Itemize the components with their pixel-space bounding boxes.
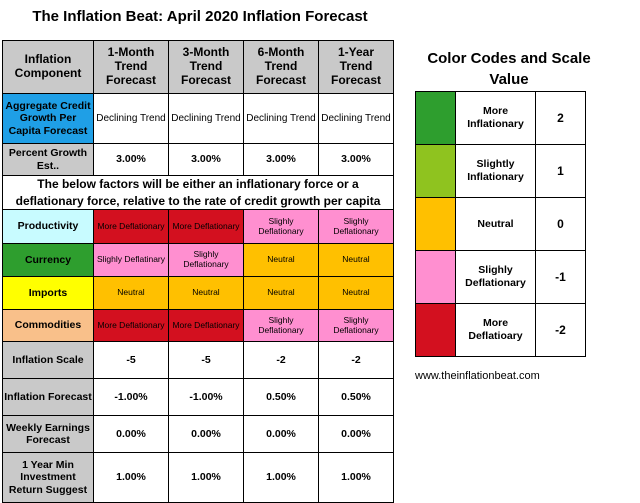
- cell-imports-6m: Neutral: [243, 276, 319, 310]
- cell-scale-6m: -2: [243, 341, 319, 379]
- legend-label: More Deflatioary: [455, 303, 536, 357]
- cell-commodities-1m: More Deflationary: [93, 309, 169, 342]
- cell-growth-1y: 3.00%: [318, 143, 394, 176]
- row-label-commodities: Commodities: [2, 309, 94, 342]
- legend-value: -1: [535, 250, 586, 304]
- cell-commodities-3m: More Deflationary: [168, 309, 244, 342]
- cell-credit-1y: Declining Trend: [318, 93, 394, 144]
- legend-value: -2: [535, 303, 586, 357]
- cell-scale-3m: -5: [168, 341, 244, 379]
- cell-return-6m: 1.00%: [243, 452, 319, 503]
- cell-credit-3m: Declining Trend: [168, 93, 244, 144]
- table-row-productivity: Productivity More Deflationary More Defl…: [2, 209, 394, 244]
- cell-earnings-1y: 0.00%: [318, 415, 394, 453]
- cell-return-1m: 1.00%: [93, 452, 169, 503]
- table-row-inflation-forecast: Inflation Forecast -1.00% -1.00% 0.50% 0…: [2, 378, 394, 416]
- legend-value: 1: [535, 144, 586, 198]
- legend-label: More Inflationary: [455, 91, 536, 145]
- cell-currency-3m: Slighly Deflationary: [168, 243, 244, 277]
- table-row-currency: Currency Slighly Deflatinary Slighly Def…: [2, 243, 394, 277]
- cell-productivity-3m: More Deflationary: [168, 209, 244, 244]
- row-label-percent-growth: Percent Growth Est..: [2, 143, 94, 176]
- cell-productivity-1y: Slighly Deflationary: [318, 209, 394, 244]
- header-6-month: 6-Month Trend Forecast: [243, 40, 319, 94]
- color-legend: More Inflationary 2 Slightly Inflationar…: [415, 91, 586, 357]
- website-link[interactable]: www.theinflationbeat.com: [415, 370, 540, 382]
- legend-value: 0: [535, 197, 586, 251]
- row-label-inflation-scale: Inflation Scale: [2, 341, 94, 379]
- table-row-credit-growth: Aggregate Credit Growth Per Capita Forec…: [2, 93, 394, 144]
- row-label-currency: Currency: [2, 243, 94, 277]
- table-row-investment-return: 1 Year Min Investment Return Suggest 1.0…: [2, 452, 394, 503]
- cell-productivity-6m: Slighly Deflationary: [243, 209, 319, 244]
- cell-currency-1m: Slighly Deflatinary: [93, 243, 169, 277]
- cell-forecast-3m: -1.00%: [168, 378, 244, 416]
- legend-title: Color Codes and Scale Value: [427, 50, 591, 88]
- legend-label: Slighly Deflationary: [455, 250, 536, 304]
- legend-swatch: [415, 250, 456, 304]
- legend-label: Slightly Inflationary: [455, 144, 536, 198]
- forecast-table: Inflation Component 1-Month Trend Foreca…: [2, 40, 394, 503]
- table-row-commodities: Commodities More Deflationary More Defla…: [2, 309, 394, 342]
- table-row-imports: Imports Neutral Neutral Neutral Neutral: [2, 276, 394, 310]
- header-3-month: 3-Month Trend Forecast: [168, 40, 244, 94]
- cell-credit-1m: Declining Trend: [93, 93, 169, 144]
- cell-forecast-1m: -1.00%: [93, 378, 169, 416]
- cell-credit-6m: Declining Trend: [243, 93, 319, 144]
- table-row-percent-growth: Percent Growth Est.. 3.00% 3.00% 3.00% 3…: [2, 143, 394, 176]
- factors-banner: The below factors will be either an infl…: [2, 175, 394, 210]
- legend-label: Neutral: [455, 197, 536, 251]
- legend-swatch: [415, 197, 456, 251]
- cell-scale-1y: -2: [318, 341, 394, 379]
- cell-imports-1m: Neutral: [93, 276, 169, 310]
- cell-earnings-3m: 0.00%: [168, 415, 244, 453]
- cell-productivity-1m: More Deflationary: [93, 209, 169, 244]
- header-component: Inflation Component: [2, 40, 94, 94]
- legend-row: More Inflationary 2: [415, 91, 586, 145]
- cell-forecast-6m: 0.50%: [243, 378, 319, 416]
- cell-commodities-6m: Slighly Deflationary: [243, 309, 319, 342]
- legend-row: Slighly Deflationary -1: [415, 250, 586, 304]
- table-row-inflation-scale: Inflation Scale -5 -5 -2 -2: [2, 341, 394, 379]
- cell-imports-3m: Neutral: [168, 276, 244, 310]
- cell-return-3m: 1.00%: [168, 452, 244, 503]
- cell-earnings-6m: 0.00%: [243, 415, 319, 453]
- row-label-credit-growth: Aggregate Credit Growth Per Capita Forec…: [2, 93, 94, 144]
- header-1-year: 1-Year Trend Forecast: [318, 40, 394, 94]
- legend-value: 2: [535, 91, 586, 145]
- cell-earnings-1m: 0.00%: [93, 415, 169, 453]
- legend-swatch: [415, 144, 456, 198]
- row-label-investment-return: 1 Year Min Investment Return Suggest: [2, 452, 94, 503]
- cell-currency-6m: Neutral: [243, 243, 319, 277]
- cell-growth-6m: 3.00%: [243, 143, 319, 176]
- row-label-imports: Imports: [2, 276, 94, 310]
- table-row-weekly-earnings: Weekly Earnings Forecast 0.00% 0.00% 0.0…: [2, 415, 394, 453]
- cell-scale-1m: -5: [93, 341, 169, 379]
- table-banner-row: The below factors will be either an infl…: [2, 175, 394, 210]
- page-title: The Inflation Beat: April 2020 Inflation…: [32, 8, 368, 25]
- cell-forecast-1y: 0.50%: [318, 378, 394, 416]
- cell-currency-1y: Neutral: [318, 243, 394, 277]
- legend-row: Neutral 0: [415, 197, 586, 251]
- cell-growth-1m: 3.00%: [93, 143, 169, 176]
- cell-return-1y: 1.00%: [318, 452, 394, 503]
- row-label-weekly-earnings: Weekly Earnings Forecast: [2, 415, 94, 453]
- legend-row: More Deflatioary -2: [415, 303, 586, 357]
- row-label-inflation-forecast: Inflation Forecast: [2, 378, 94, 416]
- cell-growth-3m: 3.00%: [168, 143, 244, 176]
- legend-swatch: [415, 303, 456, 357]
- row-label-productivity: Productivity: [2, 209, 94, 244]
- table-header-row: Inflation Component 1-Month Trend Foreca…: [2, 40, 394, 94]
- header-1-month: 1-Month Trend Forecast: [93, 40, 169, 94]
- cell-commodities-1y: Slighly Deflationary: [318, 309, 394, 342]
- cell-imports-1y: Neutral: [318, 276, 394, 310]
- legend-swatch: [415, 91, 456, 145]
- legend-row: Slightly Inflationary 1: [415, 144, 586, 198]
